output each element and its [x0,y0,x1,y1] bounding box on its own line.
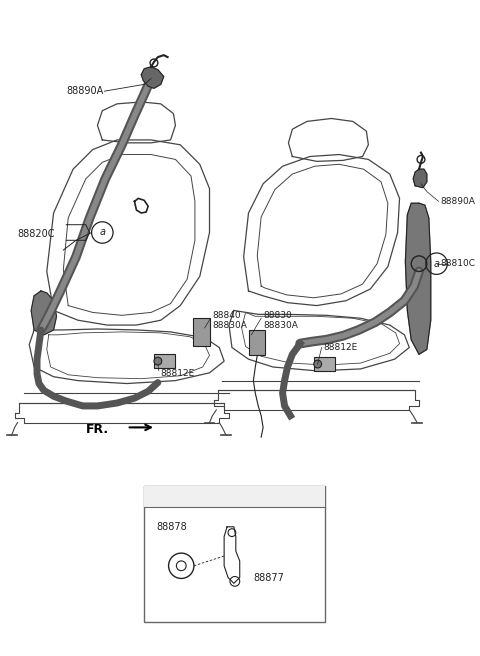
Polygon shape [413,169,427,188]
Bar [314,358,335,371]
Bar [193,318,211,346]
Polygon shape [31,291,57,335]
Text: 88830: 88830 [263,311,292,320]
Text: a: a [99,228,105,237]
Text: 88840: 88840 [213,311,241,320]
Bar [154,354,175,368]
Circle shape [154,358,162,365]
Text: FR.: FR. [86,423,109,436]
Text: 88812E: 88812E [324,343,358,352]
Text: 88812E: 88812E [161,369,195,379]
Text: a: a [433,258,440,269]
Text: 88890A: 88890A [441,197,475,206]
Polygon shape [406,203,431,354]
Bar [250,330,265,356]
Text: 88878: 88878 [156,522,187,532]
Text: 88810C: 88810C [441,259,476,268]
Bar [144,486,324,623]
Text: 88890A: 88890A [66,86,104,96]
Bar [144,486,324,507]
Text: 88820C: 88820C [18,230,55,239]
Polygon shape [141,67,164,89]
Text: 88830A: 88830A [263,321,298,329]
Text: 88830A: 88830A [213,321,247,329]
Circle shape [314,360,322,368]
Text: a: a [156,491,162,502]
Text: 88877: 88877 [253,573,284,583]
